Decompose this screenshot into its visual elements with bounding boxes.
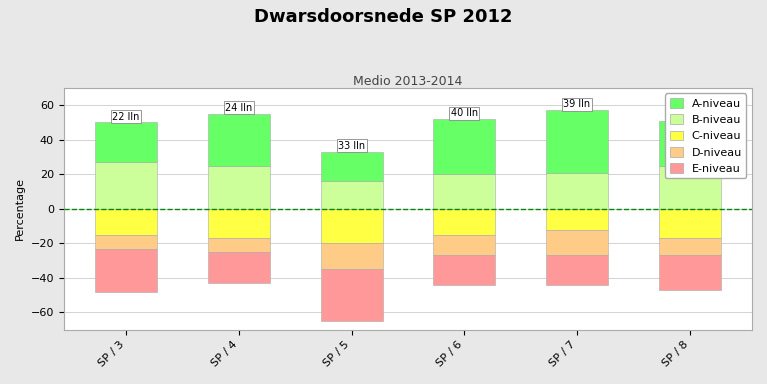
Bar (659, 121, 721, 166)
Bar (546, 255, 608, 285)
Bar (546, 209, 608, 230)
Text: Dwarsdoorsnede SP 2012: Dwarsdoorsnede SP 2012 (254, 8, 513, 26)
Bar (208, 238, 270, 252)
Bar (95, 235, 157, 248)
Bar (659, 238, 721, 255)
Bar (321, 181, 383, 209)
Bar (321, 152, 383, 181)
Text: 40 lln: 40 lln (451, 108, 478, 118)
Bar (433, 255, 495, 285)
Text: 39 lln: 39 lln (564, 99, 591, 109)
Bar (433, 119, 495, 174)
Bar (659, 166, 721, 209)
Bar (321, 269, 383, 321)
Bar (95, 122, 157, 162)
Bar (433, 209, 495, 235)
Bar (546, 172, 608, 209)
Text: 24 lln: 24 lln (225, 103, 252, 113)
Bar (95, 162, 157, 209)
Bar (321, 209, 383, 243)
Text: 43 lln: 43 lln (676, 110, 703, 120)
Title: Medio 2013-2014: Medio 2013-2014 (353, 75, 463, 88)
Bar (659, 209, 721, 238)
Bar (659, 255, 721, 290)
Bar (208, 252, 270, 283)
Text: 22 lln: 22 lln (113, 112, 140, 122)
Bar (208, 114, 270, 166)
Bar (208, 209, 270, 238)
Bar (546, 230, 608, 255)
Bar (208, 166, 270, 209)
Bar (95, 209, 157, 235)
Y-axis label: Percentage: Percentage (15, 177, 25, 240)
Bar (95, 248, 157, 292)
Bar (321, 243, 383, 269)
Bar (433, 174, 495, 209)
Bar (433, 235, 495, 255)
Text: 33 lln: 33 lln (338, 141, 365, 151)
Bar (546, 110, 608, 172)
Legend: A-niveau, B-niveau, C-niveau, D-niveau, E-niveau: A-niveau, B-niveau, C-niveau, D-niveau, … (665, 93, 746, 179)
